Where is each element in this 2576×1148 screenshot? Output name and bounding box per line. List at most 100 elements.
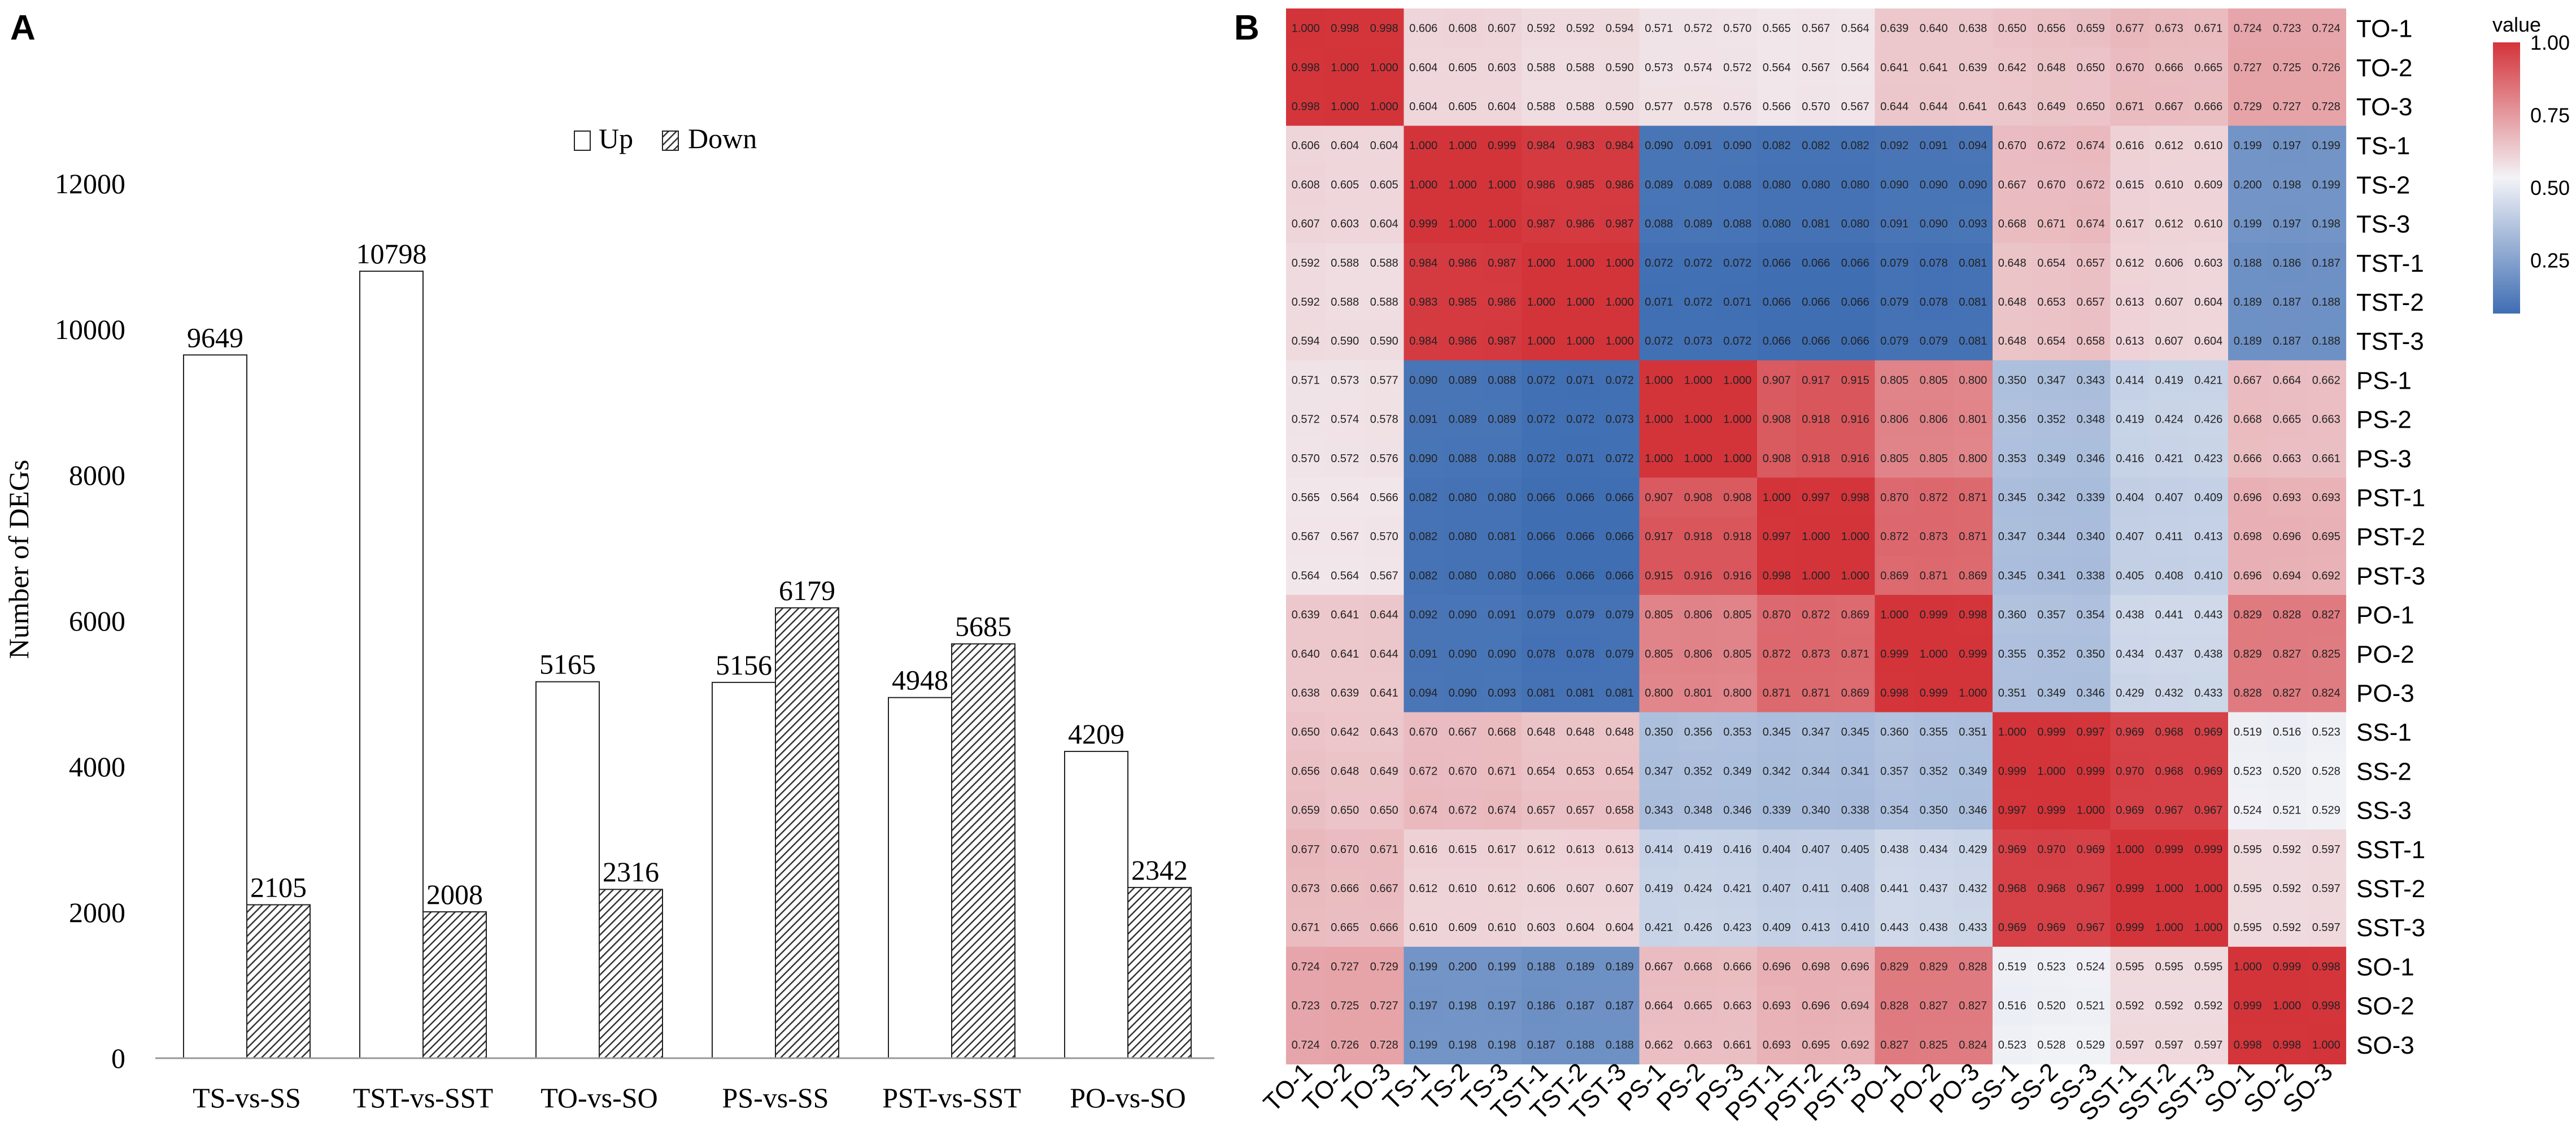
- heatmap-cell: [2071, 360, 2111, 400]
- heatmap-cell: [1639, 321, 1679, 361]
- heatmap-cell-value: 0.092: [1409, 609, 1437, 621]
- heatmap-cell-value: 0.725: [2273, 62, 2301, 74]
- heatmap-cell-value: 1.000: [2273, 1000, 2301, 1012]
- heatmap-cell: [2071, 986, 2111, 1025]
- heatmap-cell: [1365, 1025, 1405, 1064]
- heatmap-cell: [1875, 555, 1915, 595]
- heatmap-cell-value: 0.416: [1723, 843, 1751, 856]
- colorbar-gradient: [2493, 42, 2520, 314]
- heatmap-cell: [1443, 986, 1483, 1025]
- y-tick-label: 10000: [55, 314, 125, 345]
- heatmap-cell: [2032, 634, 2072, 673]
- heatmap-cell-value: 0.426: [1684, 921, 1712, 934]
- heatmap-cell-value: 0.725: [1331, 1000, 1359, 1012]
- heatmap-cell-value: 0.519: [2234, 726, 2262, 738]
- heatmap-cell: [1365, 751, 1405, 791]
- heatmap-cell-value: 1.000: [1645, 374, 1673, 386]
- heatmap-cell: [2307, 360, 2347, 400]
- heatmap-cell-value: 0.908: [1763, 414, 1791, 426]
- heatmap-cell-value: 0.643: [1370, 726, 1398, 738]
- heatmap-cell-value: 0.354: [1880, 805, 1908, 817]
- heatmap-cell-value: 0.672: [1409, 765, 1437, 777]
- heatmap-cell-value: 0.696: [2273, 530, 2301, 543]
- heatmap-cell-value: 0.520: [2273, 765, 2301, 777]
- heatmap-cell-value: 0.573: [1331, 374, 1359, 386]
- heatmap-cell: [1325, 516, 1365, 556]
- heatmap-cell-value: 1.000: [1684, 374, 1712, 386]
- heatmap-cell-value: 0.671: [2116, 101, 2144, 113]
- heatmap-cell-value: 0.657: [2077, 257, 2105, 269]
- heatmap-cell: [1953, 438, 1993, 478]
- heatmap-cell-value: 0.073: [1684, 335, 1712, 347]
- heatmap-cell: [1403, 595, 1444, 634]
- heatmap-cell-value: 0.595: [2234, 921, 2262, 934]
- heatmap-cell: [1561, 555, 1601, 595]
- heatmap-cell-value: 0.090: [1449, 687, 1477, 699]
- heatmap-cell: [1482, 1025, 1522, 1064]
- heatmap-cell-value: 0.588: [1370, 257, 1398, 269]
- heatmap-cell: [1325, 47, 1365, 87]
- heatmap-cell-value: 0.079: [1527, 609, 1555, 621]
- heatmap-cell: [1718, 321, 1758, 361]
- heatmap-cell-value: 0.082: [1409, 492, 1437, 504]
- heatmap-cell-value: 0.091: [1920, 140, 1948, 152]
- x-tick-label: PO-vs-SO: [1070, 1082, 1186, 1114]
- heatmap-cell: [1482, 595, 1522, 634]
- heatmap-cell: [1679, 712, 1719, 752]
- heatmap-cell: [2150, 829, 2190, 869]
- heatmap-cell: [1443, 829, 1483, 869]
- heatmap-cell-value: 0.673: [1292, 882, 1320, 895]
- heatmap-cell: [1600, 243, 1640, 282]
- heatmap-cell-value: 0.082: [1841, 140, 1869, 152]
- heatmap-cell-value: 0.595: [2234, 882, 2262, 895]
- heatmap-cell: [1365, 868, 1405, 908]
- heatmap-cell-value: 0.405: [2116, 569, 2144, 582]
- heatmap-cell-value: 0.638: [1292, 687, 1320, 699]
- heatmap-cell: [2307, 946, 2347, 986]
- heatmap-cell: [1325, 751, 1365, 791]
- heatmap-cell-value: 1.000: [1527, 257, 1555, 269]
- heatmap-cell-value: 0.649: [1370, 765, 1398, 777]
- heatmap-cell-value: 0.654: [1527, 765, 1555, 777]
- heatmap-cell: [1679, 164, 1719, 205]
- heatmap-cell: [2307, 907, 2347, 947]
- heatmap-cell-value: 0.661: [1723, 1039, 1751, 1051]
- heatmap-cell-value: 0.570: [1292, 453, 1320, 465]
- heatmap-cell: [1718, 712, 1758, 752]
- heatmap-cell: [1443, 946, 1483, 986]
- heatmap-cell-value: 0.199: [1409, 1039, 1437, 1051]
- heatmap-cell: [1403, 712, 1444, 752]
- heatmap-cell-value: 0.603: [1527, 921, 1555, 934]
- heatmap-cell-value: 0.612: [1409, 882, 1437, 895]
- heatmap-cell: [2032, 946, 2072, 986]
- heatmap-cell: [1914, 399, 1954, 439]
- heatmap-cell-value: 1.000: [1723, 414, 1751, 426]
- bar-value-label: 6179: [779, 575, 835, 606]
- heatmap-cell: [1953, 712, 1993, 752]
- heatmap-cell: [1796, 868, 1836, 908]
- heatmap-cell: [1325, 946, 1365, 986]
- heatmap-cell-value: 0.066: [1841, 296, 1869, 308]
- heatmap-cell: [1561, 907, 1601, 947]
- heatmap-cell: [1522, 673, 1562, 713]
- heatmap-cell-value: 1.000: [1998, 726, 2026, 738]
- heatmap-cell-value: 0.641: [1331, 609, 1359, 621]
- heatmap-row-label: SO-1: [2356, 953, 2414, 981]
- heatmap-cell: [1639, 86, 1679, 127]
- heatmap-cell-value: 0.429: [2116, 687, 2144, 699]
- heatmap-cell-value: 0.072: [1684, 257, 1712, 269]
- heatmap-cell: [1875, 712, 1915, 752]
- heatmap-cell: [1522, 321, 1562, 361]
- heatmap-cell-value: 0.828: [2234, 687, 2262, 699]
- heatmap-cell-value: 0.072: [1723, 257, 1751, 269]
- heatmap-cell-value: 0.969: [2116, 805, 2144, 817]
- heatmap-cell-value: 0.071: [1566, 453, 1594, 465]
- y-tick-label: 6000: [69, 605, 125, 637]
- heatmap-cell-value: 0.824: [2312, 687, 2340, 699]
- heatmap-cell-value: 1.000: [1723, 453, 1751, 465]
- heatmap-cell-value: 0.916: [1684, 569, 1712, 582]
- heatmap-cell-value: 0.617: [2116, 218, 2144, 231]
- heatmap-cell-value: 0.200: [1449, 960, 1477, 973]
- heatmap-cell-value: 0.603: [2194, 257, 2222, 269]
- heatmap-cell: [2071, 86, 2111, 127]
